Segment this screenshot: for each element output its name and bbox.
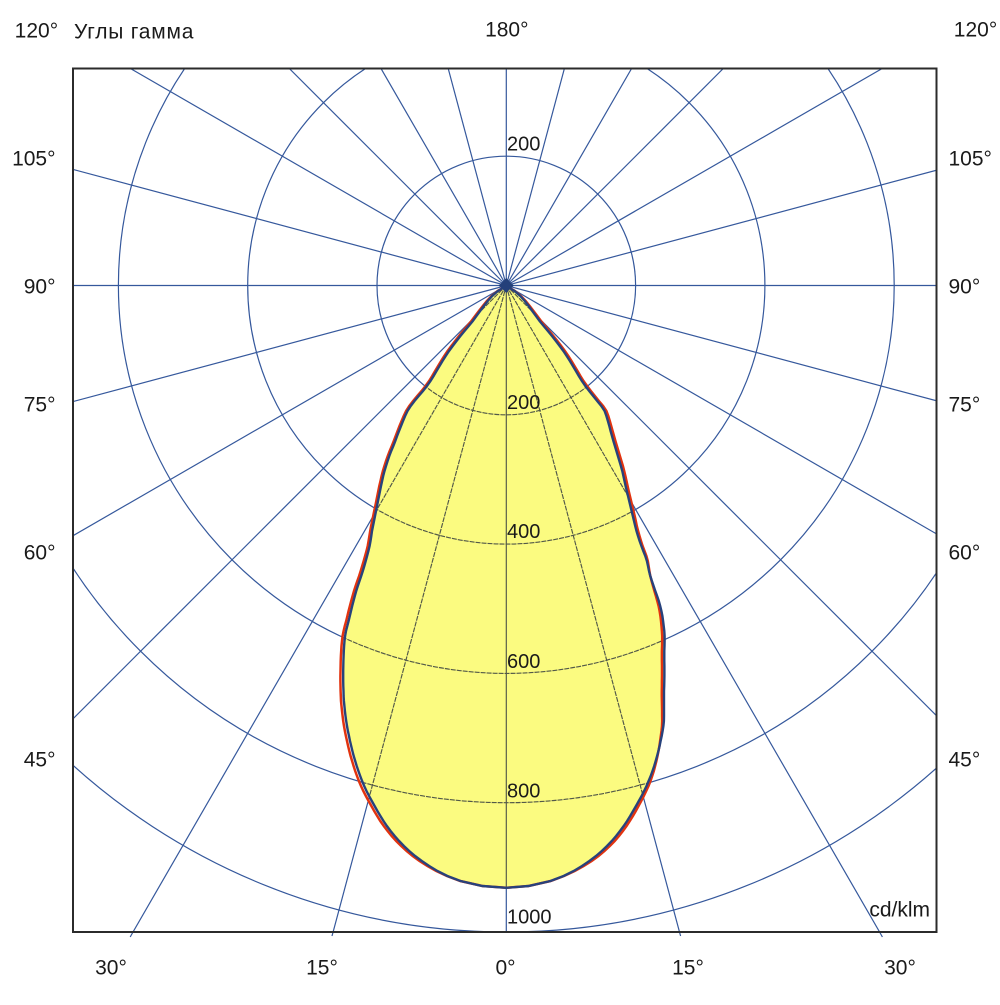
svg-text:60°: 60° <box>24 542 56 565</box>
svg-text:45°: 45° <box>949 749 981 772</box>
svg-text:90°: 90° <box>24 276 56 299</box>
svg-text:0°: 0° <box>495 957 515 980</box>
svg-text:30°: 30° <box>884 957 916 980</box>
svg-text:1000: 1000 <box>507 906 552 928</box>
svg-text:30°: 30° <box>95 957 127 980</box>
svg-text:120°: 120° <box>15 20 58 43</box>
svg-text:cd/klm: cd/klm <box>869 899 930 922</box>
svg-text:180°: 180° <box>485 19 528 42</box>
svg-text:15°: 15° <box>672 957 704 980</box>
svg-text:75°: 75° <box>24 394 56 417</box>
svg-text:15°: 15° <box>306 957 338 980</box>
svg-text:105°: 105° <box>949 148 992 171</box>
svg-text:400: 400 <box>507 521 540 543</box>
svg-text:60°: 60° <box>949 542 981 565</box>
svg-text:75°: 75° <box>949 394 981 417</box>
svg-text:120°: 120° <box>954 19 997 42</box>
svg-text:200: 200 <box>507 392 540 414</box>
svg-text:90°: 90° <box>949 276 981 299</box>
svg-text:Углы гамма: Углы гамма <box>74 21 194 44</box>
svg-text:800: 800 <box>507 780 540 802</box>
svg-text:200: 200 <box>507 133 540 155</box>
svg-text:45°: 45° <box>24 749 56 772</box>
svg-text:600: 600 <box>507 651 540 673</box>
svg-text:105°: 105° <box>12 148 55 171</box>
